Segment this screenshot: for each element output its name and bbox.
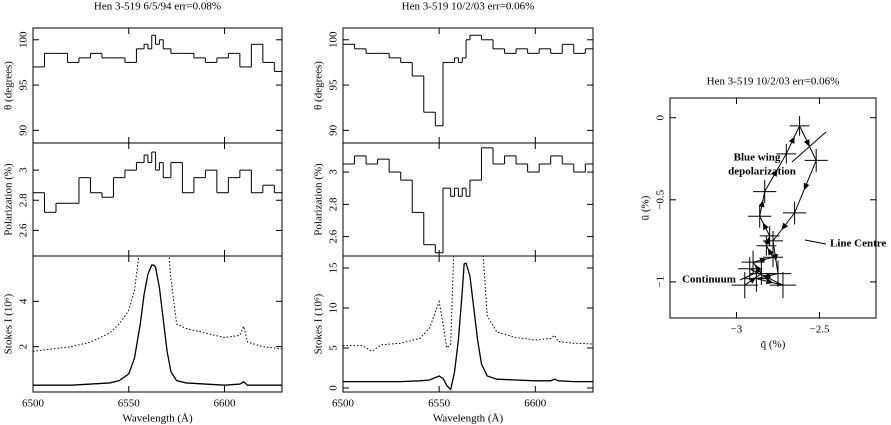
plot-area — [33, 256, 282, 386]
chart-title: Hen 3-519 6/5/94 err=0.08% — [94, 1, 221, 13]
x-axis-label: q̄ (%) — [761, 339, 786, 351]
y-axis-label: Stokes I (10⁶) — [313, 293, 325, 354]
arrowhead — [767, 248, 774, 256]
arrowhead — [771, 169, 778, 177]
y-tick-label: 90 — [18, 124, 30, 136]
plot-frame — [342, 255, 594, 393]
plot-frame — [342, 27, 594, 144]
y-tick-label: 3 — [18, 167, 30, 173]
y-tick-label: 2.8 — [18, 193, 30, 207]
y-tick-label: 95 — [18, 79, 30, 91]
y-tick-label: 2 — [18, 344, 30, 350]
plot-area — [343, 256, 593, 391]
y-tick-label: −0.5 — [655, 189, 667, 209]
plot-area — [343, 147, 593, 254]
plot-frame — [32, 27, 283, 144]
x-tick-label: 6600 — [214, 398, 237, 410]
spectrum-line — [343, 262, 593, 391]
y-tick-label: 4 — [18, 298, 30, 304]
y-axis-label: ū (%) — [640, 195, 652, 220]
y-tick-label: 3 — [328, 169, 340, 175]
x-tick-label: −2.5 — [810, 324, 830, 336]
plot-frame — [342, 142, 594, 257]
x-tick-label: 6550 — [428, 398, 451, 410]
y-axis-label: Polarization (%) — [3, 163, 15, 236]
arrowhead — [788, 136, 795, 144]
y-tick-label: 95 — [328, 79, 340, 91]
y-axis-label: Polarization (%) — [313, 163, 325, 236]
x-tick-label: 6550 — [118, 398, 141, 410]
x-axis-label: Wavelength (Å) — [433, 413, 504, 425]
y-tick-label: 0 — [655, 114, 667, 120]
x-tick-label: 6600 — [524, 398, 547, 410]
y-tick-label: 15 — [328, 262, 340, 274]
spectrum-line — [33, 256, 282, 352]
chart-title: Hen 3-519 10/2/03 err=0.06% — [707, 76, 840, 88]
x-tick-label: 6500 — [332, 398, 355, 410]
y-axis-label: θ (degrees) — [313, 61, 325, 110]
annotation: depolarization — [728, 166, 796, 178]
y-tick-label: 5 — [328, 345, 340, 351]
annotation-arrow — [791, 131, 827, 163]
x-tick-label: 6500 — [22, 398, 45, 410]
y-tick-label: 10 — [328, 302, 340, 314]
annotation: Blue wing — [734, 152, 781, 164]
y-tick-label: 2.6 — [18, 223, 30, 237]
spectrum-line — [33, 264, 282, 386]
plot-frame — [669, 97, 877, 319]
plot-area — [33, 151, 282, 213]
plot-area — [33, 34, 282, 72]
annotation: Line Centre — [830, 238, 886, 250]
chart-title: Hen 3-519 10/2/03 err=0.06% — [402, 1, 535, 13]
y-tick-label: 90 — [328, 124, 340, 136]
y-tick-label: 100 — [18, 31, 30, 48]
arrowhead — [803, 139, 810, 147]
y-tick-label: −1 — [655, 276, 667, 288]
x-axis-label: Wavelength (Å) — [122, 413, 193, 425]
y-axis-label: Stokes I (10⁶) — [3, 293, 15, 354]
x-tick-label: −3 — [731, 324, 743, 336]
arrowhead — [803, 182, 810, 191]
arrowhead — [762, 222, 769, 231]
annotation-arrow — [739, 269, 763, 281]
y-tick-label: 2.6 — [328, 229, 340, 243]
arrowhead — [762, 275, 771, 281]
plot-frame — [32, 255, 283, 393]
annotation: Continuum — [682, 274, 736, 286]
y-tick-label: 0 — [328, 385, 340, 391]
y-axis-label: θ (degrees) — [3, 61, 15, 110]
y-tick-label: 2.8 — [328, 197, 340, 211]
spectrum-line — [343, 256, 593, 352]
arrowhead — [781, 222, 789, 231]
y-tick-label: 100 — [328, 31, 340, 48]
plot-frame — [32, 142, 283, 257]
annotation-arrow — [804, 239, 827, 245]
plot-area — [343, 34, 593, 127]
